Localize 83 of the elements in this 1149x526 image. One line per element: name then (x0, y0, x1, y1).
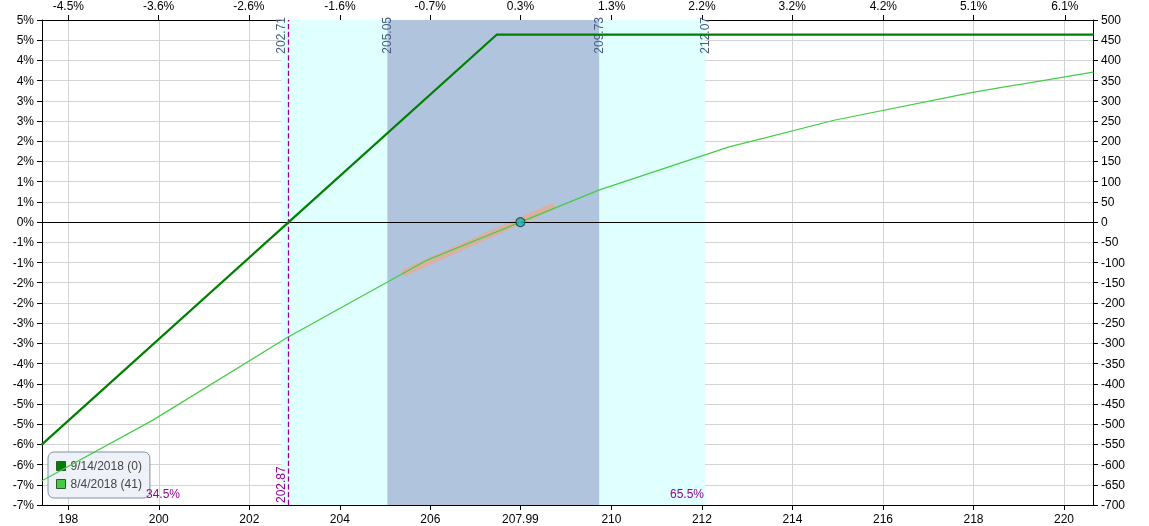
x2-tick-label: -4.5% (52, 0, 85, 13)
y2-tick-label: -600 (1101, 457, 1126, 472)
y-tick-label: 5% (16, 13, 35, 27)
y2-tick-label: 0 (1101, 215, 1108, 230)
y2-tick-label: 350 (1101, 73, 1122, 88)
y2-tick-label: 150 (1101, 154, 1122, 169)
y-tick-label: 5% (16, 33, 35, 48)
y-tick-label: -4% (12, 356, 35, 371)
x-tick-label: 198 (58, 512, 79, 526)
x-tick-label: 214 (782, 512, 803, 526)
y2-tick-label: 400 (1101, 53, 1122, 68)
y2-tick-label: 100 (1101, 174, 1122, 189)
y-tick-label: 2% (16, 134, 35, 149)
x-tick-label: 210 (601, 512, 622, 526)
x2-tick-label: 2.2% (688, 0, 716, 13)
y2-tick-label: -700 (1101, 498, 1126, 512)
x2-tick-label: 1.3% (598, 0, 626, 13)
x2-tick-label: -0.7% (414, 0, 447, 13)
y2-tick-label: -100 (1101, 255, 1126, 270)
y-tick-label: 0% (16, 215, 35, 230)
y2-tick-label: -400 (1101, 376, 1126, 391)
annotation: 34.5% (146, 487, 181, 501)
y-tick-label: 2% (16, 154, 35, 169)
y-tick-label: -7% (12, 477, 35, 492)
x-tick-label: 220 (1054, 512, 1075, 526)
x-tick-label: 212 (691, 512, 713, 526)
y2-tick-label: -500 (1101, 417, 1126, 432)
y2-tick-label: -350 (1101, 356, 1126, 371)
x2-tick-label: -1.6% (324, 0, 356, 13)
y-tick-label: -4% (12, 376, 35, 391)
x-tick-label: 206 (420, 512, 441, 526)
annotation: 205.05 (380, 16, 395, 54)
x2-tick-label: 6.1% (1051, 0, 1079, 13)
ref-line-label: 202.87 (273, 465, 288, 503)
y-tick-label: -6% (12, 437, 35, 452)
y-tick-label: -5% (12, 396, 35, 411)
y-tick-label: -7% (12, 498, 35, 512)
annotation: 65.5% (670, 487, 705, 501)
y-tick-label: -5% (12, 417, 35, 432)
x2-tick-label: -2.6% (233, 0, 265, 13)
y-tick-label: 4% (16, 73, 35, 88)
y2-tick-label: -450 (1101, 396, 1126, 411)
y2-tick-label: 300 (1101, 93, 1122, 108)
y-tick-label: 1% (16, 174, 35, 189)
y-tick-label: -6% (12, 457, 35, 472)
x2-tick-label: 5.1% (959, 0, 988, 13)
legend-label: 8/4/2018 (41) (70, 477, 142, 491)
y2-tick-label: 200 (1101, 134, 1122, 149)
x-tick-label: 216 (872, 512, 894, 526)
x2-tick-label: 4.2% (869, 0, 898, 13)
annotation: 212.07 (698, 16, 713, 54)
y-tick-label: -2% (12, 275, 35, 290)
y-tick-label: 4% (16, 53, 35, 68)
y2-tick-label: 250 (1101, 114, 1122, 129)
y-tick-label: 3% (16, 114, 35, 129)
x-tick-label: 200 (148, 512, 170, 526)
x-tick-label: 218 (963, 512, 984, 526)
y2-tick-label: -50 (1101, 235, 1119, 250)
legend-label: 9/14/2018 (0) (70, 459, 142, 473)
y2-tick-label: -200 (1101, 295, 1126, 310)
y-tick-label: -1% (12, 235, 35, 250)
y2-tick-label: -300 (1101, 336, 1126, 351)
y2-tick-label: -150 (1101, 275, 1126, 290)
y-tick-label: -3% (12, 316, 35, 331)
y2-tick-label: -250 (1101, 316, 1126, 331)
y-tick-label: -3% (12, 336, 35, 351)
y2-tick-label: 500 (1101, 13, 1122, 27)
annotation: 209.73 (592, 16, 607, 54)
y2-tick-label: -650 (1101, 477, 1126, 492)
x-tick-label: 204 (329, 512, 351, 526)
annotation: 202.71 (274, 16, 289, 54)
x2-tick-label: 3.2% (778, 0, 807, 13)
y2-tick-label: 450 (1101, 33, 1122, 48)
y-tick-label: -1% (12, 255, 35, 270)
y-tick-label: -2% (12, 295, 35, 310)
x2-tick-label: -3.6% (142, 0, 175, 13)
x-tick-label: 207.99 (502, 512, 540, 526)
y-tick-label: 1% (16, 194, 35, 209)
x-tick-label: 202 (239, 512, 260, 526)
y-tick-label: 3% (16, 93, 35, 108)
y2-tick-label: -550 (1101, 437, 1126, 452)
x2-tick-label: 0.3% (506, 0, 535, 13)
y2-tick-label: 50 (1101, 194, 1115, 209)
